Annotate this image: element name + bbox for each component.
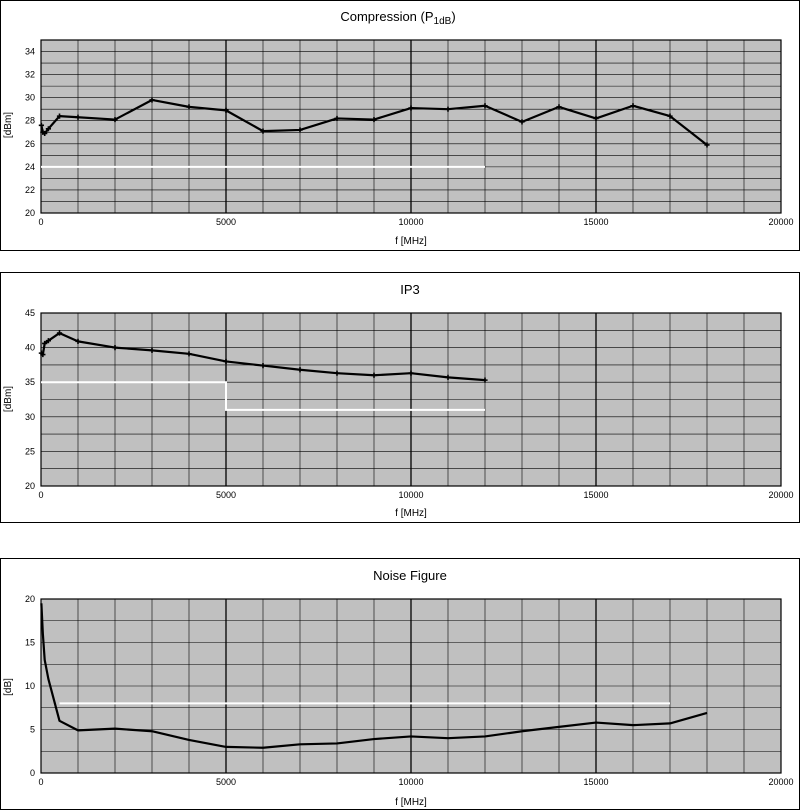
data-point [112, 116, 118, 123]
plot-area: 0 5000 10000 15000 20000 20 25 30 35 40 45 [25, 308, 794, 500]
data-point [186, 104, 192, 110]
x-tick-label: 5000 [216, 777, 236, 787]
chart-title: IP3 [400, 282, 420, 297]
y-tick-label: 28 [25, 116, 35, 126]
y-tick-label: 20 [25, 594, 35, 604]
x-tick-label: 0 [38, 217, 43, 227]
data-point [75, 114, 81, 120]
y-tick-label: 24 [25, 162, 35, 172]
x-tick-label: 15000 [583, 490, 608, 500]
x-axis-label: f [MHz] [395, 508, 427, 519]
chart-title-close: ) [451, 9, 455, 24]
chart-title: Compression (P1dB) [340, 9, 455, 27]
data-point [45, 338, 51, 344]
data-point [371, 116, 377, 123]
plot-area: 0 5000 10000 15000 20000 20 22 24 26 28 30 32 34 [25, 39, 794, 227]
data-point [445, 106, 451, 112]
x-tick-label: 10000 [398, 217, 423, 227]
data-point [334, 370, 340, 376]
data-point [482, 103, 488, 109]
data-point [56, 113, 63, 119]
spec-limit-line [41, 381, 485, 411]
y-axis-label: [dBm] [3, 386, 14, 412]
data-point [42, 130, 48, 137]
y-tick-label: 0 [30, 768, 35, 778]
y-tick-label: 20 [25, 481, 35, 491]
x-tick-label: 0 [38, 777, 43, 787]
plot-area: 0 5000 10000 15000 20000 0 5 10 15 20 [25, 594, 794, 787]
y-tick-label: 30 [25, 412, 35, 422]
data-point [40, 351, 46, 358]
compression-chart: Compression (P1dB) 0 5000 10000 15000 20000 2… [0, 0, 800, 251]
noise-figure-chart: Noise Figure 0 5000 10000 15000 20000 0 5 10 15 2… [0, 558, 800, 810]
data-point [297, 367, 303, 373]
ip3-chart: IP3 0 5000 10000 15000 20000 20 25 30 35 40 45 f [… [0, 272, 800, 523]
x-tick-label: 15000 [583, 777, 608, 787]
x-tick-label: 15000 [583, 217, 608, 227]
chart-title-subscript: 1dB [434, 16, 452, 27]
data-point [186, 351, 192, 357]
x-tick-label: 5000 [216, 217, 236, 227]
y-tick-label: 20 [25, 208, 35, 218]
data-point [667, 113, 673, 119]
data-point [297, 127, 303, 133]
y-tick-label: 32 [25, 70, 35, 80]
data-point [75, 338, 81, 344]
y-tick-label: 35 [25, 377, 35, 387]
y-axis-label: [dBm] [3, 112, 14, 138]
data-point [223, 358, 229, 365]
x-axis-label: f [MHz] [395, 236, 427, 247]
y-axis-label: [dB] [3, 678, 14, 696]
x-tick-label: 5000 [216, 490, 236, 500]
data-point [260, 128, 266, 134]
x-tick-label: 10000 [398, 777, 423, 787]
y-tick-label: 30 [25, 93, 35, 103]
data-point [445, 374, 451, 380]
data-point [408, 105, 414, 111]
y-tick-label: 5 [30, 725, 35, 735]
y-tick-label: 26 [25, 139, 35, 149]
x-axis-label: f [MHz] [395, 797, 427, 808]
data-point [38, 122, 44, 128]
data-point [371, 372, 377, 378]
y-tick-label: 45 [25, 308, 35, 318]
data-point [519, 119, 525, 125]
data-point [630, 103, 636, 109]
x-tick-label: 20000 [768, 217, 793, 227]
y-tick-label: 25 [25, 446, 35, 456]
x-tick-label: 0 [38, 490, 43, 500]
data-point [260, 362, 266, 369]
series-line [40, 603, 708, 749]
data-point [112, 345, 118, 351]
data-point [42, 340, 48, 347]
data-point [482, 377, 488, 383]
plot-border [40, 598, 782, 774]
data-point [334, 115, 340, 122]
data-point [556, 104, 562, 110]
data-point [593, 115, 599, 122]
data-point [149, 347, 155, 353]
data-point [223, 107, 229, 113]
x-tick-label: 20000 [768, 777, 793, 787]
plot-border [40, 312, 782, 487]
x-tick-label: 10000 [398, 490, 423, 500]
data-point [56, 330, 63, 336]
y-tick-label: 15 [25, 638, 35, 648]
y-tick-label: 10 [25, 681, 35, 691]
x-tick-label: 20000 [768, 490, 793, 500]
data-point [149, 97, 155, 103]
y-tick-label: 40 [25, 343, 35, 353]
data-point [408, 370, 414, 376]
data-point [45, 126, 51, 132]
chart-title: Noise Figure [373, 568, 447, 583]
y-tick-label: 22 [25, 185, 35, 195]
y-tick-label: 34 [25, 47, 35, 57]
data-point [704, 142, 710, 148]
